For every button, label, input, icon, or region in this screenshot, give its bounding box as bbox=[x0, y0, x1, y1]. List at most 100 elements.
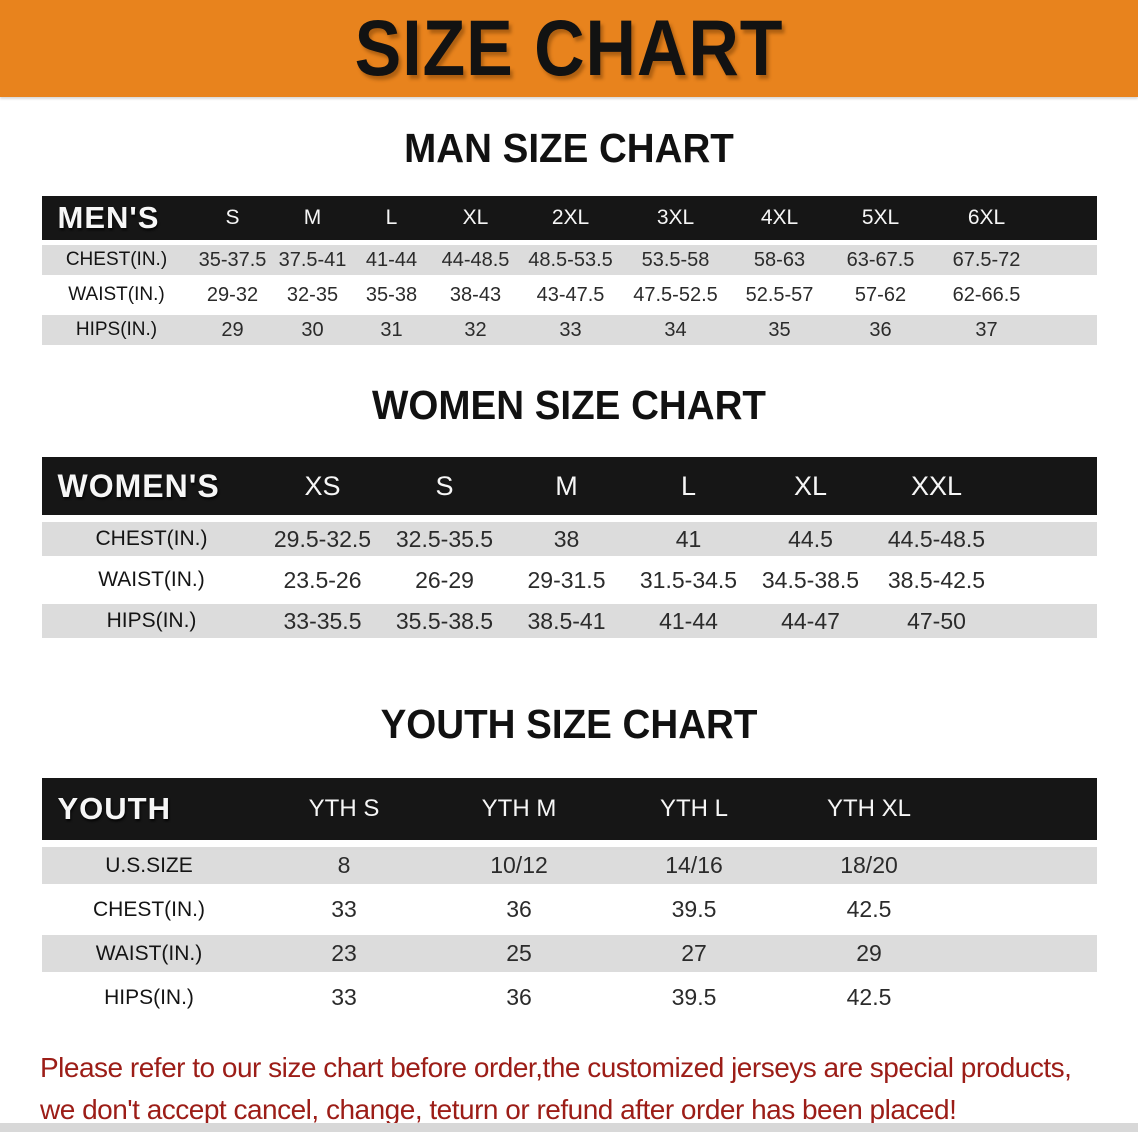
men-cell: 29-32 bbox=[206, 283, 259, 306]
women-row-filler bbox=[1002, 563, 1097, 597]
size-chart-sections: MAN SIZE CHART MEN'S S M L XL 2XL 3XL 4XL 5XL 6XL C… bbox=[0, 125, 1138, 1023]
women-header-filler bbox=[1001, 457, 1097, 515]
banner-title: SIZE CHART bbox=[354, 3, 784, 93]
men-size-table: MEN'S S M L XL 2XL 3XL 4XL 5XL 6XL CHEST(IN.) 35-37… bbox=[41, 191, 1097, 350]
women-cell: 44.5-48.5 bbox=[871, 522, 1002, 556]
women-cell: 47-50 bbox=[871, 604, 1002, 638]
youth-table-row: HIPS(IN.) 33 36 39.5 42.5 bbox=[42, 979, 1097, 1016]
youth-cell: 36 bbox=[506, 896, 532, 922]
men-size-col-2xl: 2XL bbox=[519, 196, 622, 240]
men-cell: 35-37.5 bbox=[191, 245, 274, 275]
men-cell: 36 bbox=[829, 315, 932, 345]
youth-table-row: WAIST(IN.) 23 25 27 29 bbox=[41, 935, 1097, 972]
youth-cell: 25 bbox=[431, 935, 607, 972]
men-cell: 35 bbox=[729, 315, 830, 345]
women-cell: 31.5-34.5 bbox=[639, 566, 738, 593]
men-table-corner-label: MEN'S bbox=[41, 196, 192, 240]
men-size-col-3xl: 3XL bbox=[621, 196, 730, 240]
youth-header-filler bbox=[956, 778, 1097, 840]
youth-size-table: YOUTH YTH S YTH M YTH L YTH XL U.S.SIZE 8 10/12… bbox=[41, 771, 1097, 1023]
men-cell: 41-44 bbox=[351, 245, 432, 275]
youth-cell: 33 bbox=[331, 984, 357, 1010]
women-cell: 35.5-38.5 bbox=[383, 604, 506, 638]
women-cell: 23.5-26 bbox=[283, 566, 362, 593]
youth-cell: 14/16 bbox=[606, 847, 782, 884]
youth-table-header-row: YOUTH YTH S YTH M YTH L YTH XL bbox=[41, 778, 1097, 840]
women-table-row: WAIST(IN.) 23.5-26 26-29 29-31.5 31.5-34.5 34… bbox=[42, 563, 1097, 597]
men-cell: 35-38 bbox=[365, 283, 418, 306]
youth-cell: 8 bbox=[256, 847, 432, 884]
youth-row-filler bbox=[956, 935, 1097, 972]
women-cell: 38.5-41 bbox=[505, 604, 628, 638]
men-size-col-6xl: 6XL bbox=[931, 196, 1042, 240]
youth-cell: 23 bbox=[256, 935, 432, 972]
bottom-strip bbox=[0, 1123, 1138, 1132]
women-size-col-xl: XL bbox=[749, 457, 872, 515]
men-cell: 31 bbox=[351, 315, 432, 345]
youth-size-col-yth-m: YTH M bbox=[431, 778, 607, 840]
men-cell: 32 bbox=[431, 315, 520, 345]
youth-table-row: CHEST(IN.) 33 36 39.5 42.5 bbox=[42, 891, 1097, 928]
women-cell: 29.5-32.5 bbox=[261, 522, 384, 556]
youth-size-chart-section: YOUTH SIZE CHART YOUTH YTH S YTH M YTH L YTH … bbox=[0, 701, 1138, 1023]
women-row-filler bbox=[1001, 604, 1097, 638]
men-size-col-s: S bbox=[191, 196, 274, 240]
women-row-label: CHEST(IN.) bbox=[41, 522, 262, 556]
men-cell: 67.5-72 bbox=[931, 245, 1042, 275]
men-section-heading: MAN SIZE CHART bbox=[404, 125, 734, 171]
men-size-col-4xl: 4XL bbox=[729, 196, 830, 240]
women-cell: 44-47 bbox=[749, 604, 872, 638]
women-cell: 44.5 bbox=[749, 522, 872, 556]
men-cell: 33 bbox=[519, 315, 622, 345]
men-cell: 37.5-41 bbox=[273, 245, 352, 275]
women-cell: 32.5-35.5 bbox=[383, 522, 506, 556]
women-table-row: CHEST(IN.) 29.5-32.5 32.5-35.5 38 41 44.5 44.5… bbox=[41, 522, 1097, 556]
men-row-filler bbox=[1041, 315, 1097, 345]
women-cell: 26-29 bbox=[415, 566, 474, 593]
men-cell: 29 bbox=[191, 315, 274, 345]
women-cell: 41-44 bbox=[627, 604, 750, 638]
women-size-col-l: L bbox=[627, 457, 750, 515]
men-cell: 34 bbox=[621, 315, 730, 345]
women-cell: 34.5-38.5 bbox=[761, 566, 860, 593]
youth-size-col-yth-l: YTH L bbox=[606, 778, 782, 840]
men-cell: 58-63 bbox=[729, 245, 830, 275]
men-size-col-xl: XL bbox=[431, 196, 520, 240]
men-cell: 48.5-53.5 bbox=[519, 245, 622, 275]
women-size-col-xxl: XXL bbox=[871, 457, 1002, 515]
men-cell: 32-35 bbox=[286, 283, 339, 306]
men-cell: 37 bbox=[931, 315, 1042, 345]
men-cell: 52.5-57 bbox=[745, 283, 814, 306]
men-table-header-row: MEN'S S M L XL 2XL 3XL 4XL 5XL 6XL bbox=[41, 196, 1097, 240]
women-size-col-s: S bbox=[383, 457, 506, 515]
women-section-heading: WOMEN SIZE CHART bbox=[372, 382, 766, 428]
youth-table-row: U.S.SIZE 8 10/12 14/16 18/20 bbox=[41, 847, 1097, 884]
men-table-row: CHEST(IN.) 35-37.5 37.5-41 41-44 44-48.5 48.5… bbox=[41, 245, 1097, 275]
women-table-header-row: WOMEN'S XS S M L XL XXL bbox=[41, 457, 1097, 515]
youth-cell: 10/12 bbox=[431, 847, 607, 884]
youth-row-label: HIPS(IN.) bbox=[104, 985, 194, 1009]
youth-cell: 42.5 bbox=[846, 984, 892, 1010]
youth-size-col-yth-s: YTH S bbox=[256, 778, 432, 840]
youth-cell: 42.5 bbox=[846, 896, 892, 922]
youth-table-corner-label: YOUTH bbox=[41, 778, 257, 840]
women-cell: 38.5-42.5 bbox=[887, 566, 986, 593]
men-row-label: WAIST(IN.) bbox=[68, 284, 165, 305]
men-row-label: CHEST(IN.) bbox=[41, 245, 192, 275]
youth-cell: 39.5 bbox=[671, 984, 717, 1010]
disclaimer-line-1: Please refer to our size chart before or… bbox=[40, 1052, 1072, 1083]
men-cell: 47.5-52.5 bbox=[633, 283, 718, 306]
youth-row-label: U.S.SIZE bbox=[41, 847, 257, 884]
men-cell: 44-48.5 bbox=[431, 245, 520, 275]
men-cell: 53.5-58 bbox=[621, 245, 730, 275]
youth-row-filler bbox=[957, 979, 1097, 1016]
men-table-row: HIPS(IN.) 29 30 31 32 33 34 35 36 37 bbox=[41, 315, 1097, 345]
men-cell: 30 bbox=[273, 315, 352, 345]
youth-size-col-yth-xl: YTH XL bbox=[781, 778, 957, 840]
men-cell: 43-47.5 bbox=[536, 283, 605, 306]
youth-cell: 36 bbox=[506, 984, 532, 1010]
women-row-label: WAIST(IN.) bbox=[98, 568, 205, 591]
men-table-row: WAIST(IN.) 29-32 32-35 35-38 38-43 43-47.5 47.… bbox=[42, 280, 1097, 310]
men-size-col-l: L bbox=[351, 196, 432, 240]
women-size-table: WOMEN'S XS S M L XL XXL CHEST(IN.) 29.5-32.5 32.5… bbox=[41, 450, 1097, 645]
